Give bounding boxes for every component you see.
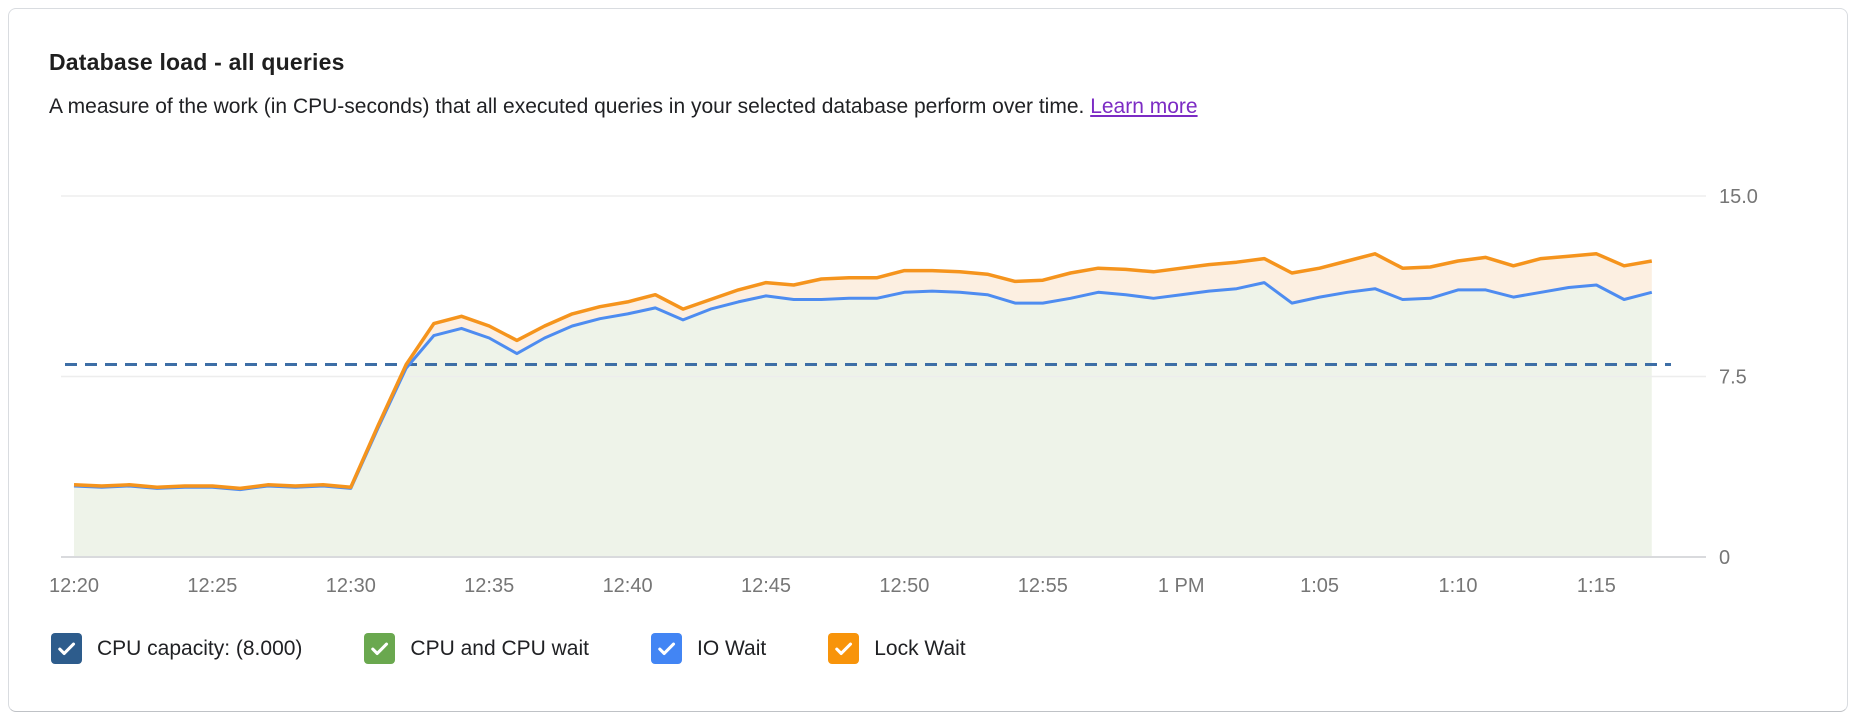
chart-description: A measure of the work (in CPU-seconds) t… [49,95,1198,119]
cpu-io-wait-area [74,282,1652,557]
x-axis-label: 12:40 [603,575,653,597]
checkbox-checked-icon[interactable] [51,633,82,664]
legend-label: IO Wait [696,636,767,660]
learn-more-link[interactable]: Learn more [1090,95,1198,118]
check-icon [835,642,853,656]
database-load-card: Database load - all queries A measure of… [8,8,1848,712]
checkbox-checked-icon[interactable] [364,633,396,664]
chart-legend: CPU capacity: (8.000) CPU and CPU wait I… [51,633,966,664]
load-chart-canvas[interactable]: 0 7.5 15.0 12:20 12:25 12:30 12:35 12:40 12:45 12… [9,9,1848,712]
legend-label: Lock Wait [874,636,966,660]
legend-label: CPU capacity: (8.000) [97,636,303,660]
check-icon [658,642,676,656]
legend-label: CPU and CPU wait [410,636,589,660]
x-axis-label: 12:30 [326,575,376,597]
legend-item-lock-wait[interactable]: Lock Wait [828,633,966,664]
x-axis-label: 1:15 [1577,575,1616,597]
x-axis-label: 12:45 [741,575,791,597]
x-axis-label: 1:05 [1300,575,1339,597]
checkbox-checked-icon[interactable] [828,633,860,664]
legend-item-cpu-capacity[interactable]: CPU capacity: (8.000) [51,633,302,664]
database-load-chart[interactable]: 0 7.5 15.0 12:20 12:25 12:30 12:35 12:40 12:45 12… [9,9,1848,712]
legend-item-io-wait[interactable]: IO Wait [650,633,767,664]
x-axis-label: 1:10 [1439,575,1478,597]
x-axis-label: 1 PM [1158,575,1205,597]
legend-item-cpu-and-cpu-wait[interactable]: CPU and CPU wait [364,633,589,664]
description-text: A measure of the work (in CPU-seconds) t… [49,95,1085,118]
checkbox-checked-icon[interactable] [650,633,682,664]
x-axis-label: 12:20 [49,575,99,597]
check-icon [58,642,76,656]
page-title: Database load - all queries [49,49,345,75]
y-axis-label: 0 [1719,547,1730,569]
y-axis-label: 15.0 [1719,186,1758,208]
lock-wait-area [74,253,1652,490]
check-icon [371,642,389,656]
x-axis-label: 12:55 [1018,575,1068,597]
x-axis-label: 12:25 [187,575,237,597]
x-axis-label: 12:50 [879,575,929,597]
y-axis-label: 7.5 [1719,367,1747,389]
lock-wait-line [73,252,1653,491]
x-axis-label: 12:35 [464,575,514,597]
